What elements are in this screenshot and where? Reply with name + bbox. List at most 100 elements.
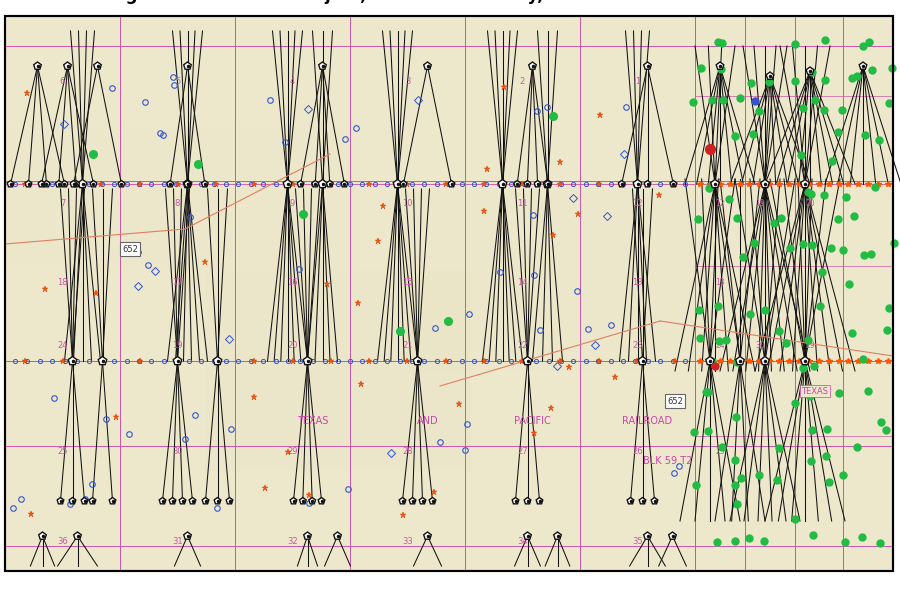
Polygon shape <box>801 180 809 187</box>
Polygon shape <box>524 498 531 504</box>
Polygon shape <box>202 180 208 187</box>
Text: 32: 32 <box>287 537 298 546</box>
Text: 27: 27 <box>518 446 527 455</box>
Polygon shape <box>202 498 209 504</box>
Polygon shape <box>189 498 196 504</box>
Text: 3: 3 <box>405 77 410 86</box>
Polygon shape <box>644 180 651 187</box>
Polygon shape <box>429 498 436 504</box>
Polygon shape <box>169 498 176 504</box>
Text: PACIFIC: PACIFIC <box>514 416 551 426</box>
Polygon shape <box>78 180 86 187</box>
Polygon shape <box>528 62 536 69</box>
Polygon shape <box>159 498 166 504</box>
Polygon shape <box>424 62 431 69</box>
Text: TEXAS: TEXAS <box>802 386 829 395</box>
Polygon shape <box>90 180 97 187</box>
Bar <box>405 191 716 371</box>
Text: TEXAS: TEXAS <box>297 416 328 426</box>
Polygon shape <box>81 498 88 504</box>
Polygon shape <box>766 72 774 79</box>
Text: 1: 1 <box>634 77 640 86</box>
Polygon shape <box>184 180 191 187</box>
Text: 23: 23 <box>632 341 643 350</box>
Polygon shape <box>94 62 102 69</box>
Polygon shape <box>89 498 95 504</box>
Polygon shape <box>58 498 64 504</box>
Polygon shape <box>413 356 422 365</box>
Polygon shape <box>735 356 744 365</box>
Polygon shape <box>33 62 41 69</box>
Text: 30: 30 <box>172 446 183 455</box>
Text: 18: 18 <box>58 278 68 287</box>
Polygon shape <box>644 62 652 69</box>
Text: 13: 13 <box>632 278 643 287</box>
Polygon shape <box>109 498 116 504</box>
Polygon shape <box>61 180 68 187</box>
Polygon shape <box>319 498 325 504</box>
Text: 11: 11 <box>518 199 527 208</box>
Polygon shape <box>70 180 77 187</box>
Polygon shape <box>711 180 719 187</box>
Polygon shape <box>226 498 233 504</box>
Text: 29: 29 <box>806 341 814 350</box>
Polygon shape <box>760 180 770 187</box>
Polygon shape <box>706 356 715 365</box>
Polygon shape <box>284 180 292 187</box>
Text: 2: 2 <box>520 77 525 86</box>
Text: 25: 25 <box>716 446 724 455</box>
Text: 12: 12 <box>632 199 643 208</box>
Polygon shape <box>801 356 809 365</box>
Polygon shape <box>424 532 431 539</box>
Text: 13: 13 <box>716 278 724 287</box>
Text: 652: 652 <box>667 397 683 406</box>
Polygon shape <box>806 67 814 74</box>
Text: 31: 31 <box>172 537 183 546</box>
Bar <box>5 121 360 271</box>
Polygon shape <box>173 356 182 365</box>
Polygon shape <box>68 356 76 365</box>
Polygon shape <box>64 62 71 69</box>
Polygon shape <box>7 180 14 187</box>
Polygon shape <box>669 532 676 539</box>
Polygon shape <box>448 180 454 187</box>
Text: RAILROAD: RAILROAD <box>623 416 672 426</box>
Text: 28: 28 <box>402 446 413 455</box>
Polygon shape <box>303 356 311 365</box>
Polygon shape <box>25 180 32 187</box>
Text: 10: 10 <box>402 199 413 208</box>
Polygon shape <box>319 62 327 69</box>
Polygon shape <box>184 532 192 539</box>
Polygon shape <box>634 180 642 187</box>
Text: 16: 16 <box>287 278 298 287</box>
Polygon shape <box>524 532 531 539</box>
Text: 8: 8 <box>175 199 180 208</box>
Text: 20: 20 <box>806 199 814 208</box>
Polygon shape <box>638 356 647 365</box>
Text: 30: 30 <box>755 341 765 350</box>
Polygon shape <box>69 498 76 504</box>
Polygon shape <box>39 532 46 539</box>
Text: 19: 19 <box>172 341 183 350</box>
Polygon shape <box>309 498 316 504</box>
Polygon shape <box>300 498 306 504</box>
Polygon shape <box>535 180 541 187</box>
Polygon shape <box>341 180 347 187</box>
Polygon shape <box>419 498 426 504</box>
Polygon shape <box>860 62 867 69</box>
Polygon shape <box>303 532 311 539</box>
Polygon shape <box>297 180 304 187</box>
Polygon shape <box>43 180 50 187</box>
Polygon shape <box>312 180 319 187</box>
Polygon shape <box>554 532 562 539</box>
Polygon shape <box>716 62 724 69</box>
Polygon shape <box>644 532 652 539</box>
Polygon shape <box>512 498 518 504</box>
Polygon shape <box>184 62 192 69</box>
Text: 24: 24 <box>716 341 724 350</box>
Text: 33: 33 <box>402 537 413 546</box>
Polygon shape <box>523 356 532 365</box>
Polygon shape <box>98 356 107 365</box>
Polygon shape <box>652 498 658 504</box>
Text: 14: 14 <box>518 278 527 287</box>
